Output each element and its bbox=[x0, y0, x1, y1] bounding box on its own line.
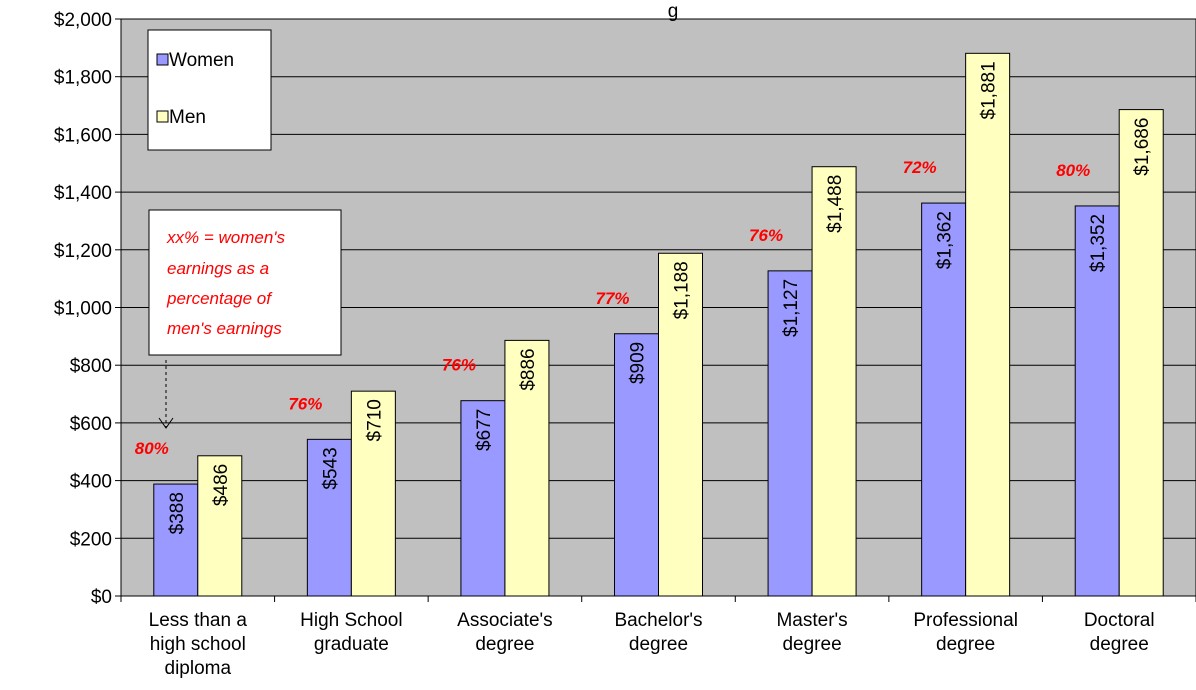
x-axis: Less than a high school diploma High School… bbox=[120, 595, 1196, 679]
data-label-women: $1,352 bbox=[1088, 214, 1109, 272]
bar-men bbox=[811, 166, 857, 597]
x-tick-label: degree bbox=[782, 634, 841, 655]
y-tick-label: $1,800 bbox=[54, 68, 112, 89]
bar-women bbox=[767, 270, 813, 597]
data-label-men: $1,881 bbox=[979, 61, 1000, 119]
data-label-women: $543 bbox=[320, 447, 341, 489]
y-tick-label: $0 bbox=[91, 587, 112, 608]
percent-label: 77% bbox=[595, 289, 629, 308]
data-label-women: $388 bbox=[167, 492, 188, 534]
data-label-women: $677 bbox=[474, 409, 495, 451]
annotation-note: xx% = women's earnings as a percentage o… bbox=[148, 209, 342, 429]
annotation-line-3: percentage of bbox=[166, 289, 273, 308]
x-tick-label: graduate bbox=[314, 634, 389, 655]
legend-swatch-men bbox=[156, 110, 169, 123]
x-tick-label: Associate's bbox=[457, 610, 553, 631]
legend: Women Men bbox=[147, 29, 272, 151]
x-tick-label: diploma bbox=[165, 658, 232, 679]
bar-men bbox=[965, 52, 1011, 597]
y-tick-label: $800 bbox=[70, 356, 112, 377]
y-tick-label: $1,000 bbox=[54, 299, 112, 320]
y-tick-label: $400 bbox=[70, 472, 112, 493]
y-axis: $0 $200 $400 $600 $800 $1,000 $1,200 $1,400 $1,6… bbox=[54, 10, 122, 608]
x-tick-label: degree bbox=[475, 634, 534, 655]
x-tick-label: degree bbox=[629, 634, 688, 655]
percent-label: 80% bbox=[1056, 161, 1090, 180]
data-label-men: $886 bbox=[518, 348, 539, 390]
data-label-men: $1,686 bbox=[1132, 118, 1153, 176]
data-label-men: $710 bbox=[364, 399, 385, 441]
y-tick-label: $1,600 bbox=[54, 125, 112, 146]
bar-women bbox=[614, 333, 659, 597]
y-tick-label: $1,400 bbox=[54, 183, 112, 204]
legend-swatch-women bbox=[156, 53, 169, 66]
x-tick-label: degree bbox=[936, 634, 995, 655]
x-tick-label: degree bbox=[1090, 634, 1149, 655]
percent-labels: 80% 76% 76% 77% 76% 72% 80% bbox=[135, 158, 1090, 458]
data-label-men: $486 bbox=[211, 464, 232, 506]
bar-men bbox=[504, 339, 550, 597]
bar-men bbox=[350, 390, 396, 597]
y-tick-label: $2,000 bbox=[54, 10, 112, 31]
data-label-women: $909 bbox=[628, 342, 649, 384]
bar-women bbox=[1074, 205, 1120, 597]
bar-men bbox=[1118, 109, 1164, 597]
percent-label: 76% bbox=[288, 394, 322, 413]
percent-label: 76% bbox=[749, 226, 783, 245]
data-label-men: $1,488 bbox=[825, 175, 846, 233]
bar-women bbox=[921, 202, 967, 597]
percent-label: 72% bbox=[903, 158, 937, 177]
annotation-line-1: xx% = women's bbox=[166, 228, 286, 247]
y-tick-label: $200 bbox=[70, 529, 112, 550]
legend-box bbox=[147, 29, 272, 151]
y-tick-label: $1,200 bbox=[54, 241, 112, 262]
legend-label-women: Women bbox=[169, 50, 234, 71]
bar-men bbox=[197, 455, 243, 597]
x-tick-label: High School bbox=[300, 610, 402, 631]
data-label-men: $1,188 bbox=[672, 261, 693, 319]
chart-title: g bbox=[668, 1, 679, 22]
annotation-line-4: men's earnings bbox=[167, 319, 282, 338]
annotation-box bbox=[148, 209, 342, 356]
x-tick-label: Master's bbox=[776, 610, 847, 631]
annotation-arrowhead bbox=[158, 417, 174, 429]
y-tick-label: $600 bbox=[70, 414, 112, 435]
data-label-women: $1,362 bbox=[935, 211, 956, 269]
percent-label: 80% bbox=[135, 439, 169, 458]
x-tick-label: Professional bbox=[913, 610, 1018, 631]
annotation-line-2: earnings as a bbox=[167, 259, 269, 278]
x-tick-label: Doctoral bbox=[1084, 610, 1155, 631]
bars: $388 $486 $543 $710 $677 $886 $909 $1,188 $1,127… bbox=[153, 52, 1164, 597]
x-tick-label: Less than a bbox=[149, 610, 248, 631]
legend-label-men: Men bbox=[169, 107, 206, 128]
x-tick-label: high school bbox=[150, 634, 246, 655]
percent-label: 76% bbox=[442, 356, 476, 375]
x-tick-label: Bachelor's bbox=[614, 610, 702, 631]
data-label-women: $1,127 bbox=[781, 279, 802, 337]
bar-women bbox=[460, 400, 506, 597]
